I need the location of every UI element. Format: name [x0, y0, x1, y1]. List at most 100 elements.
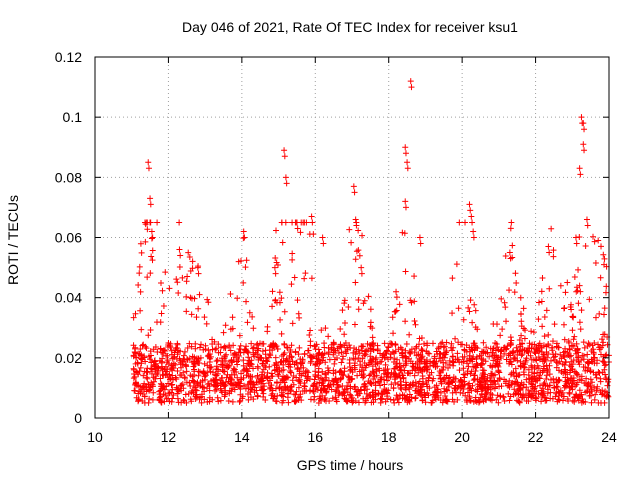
- data-point: [192, 361, 199, 368]
- data-point: [466, 395, 473, 402]
- data-point: [498, 295, 505, 302]
- data-point: [525, 366, 532, 373]
- data-point: [250, 344, 257, 351]
- data-point: [579, 395, 586, 402]
- data-point: [272, 354, 279, 361]
- data-point: [338, 359, 345, 366]
- x-tick-label: 16: [307, 429, 323, 445]
- data-point: [330, 341, 337, 348]
- data-point: [478, 352, 485, 359]
- data-point: [478, 355, 485, 362]
- data-point: [174, 367, 181, 374]
- data-point: [325, 369, 332, 376]
- data-point: [367, 306, 374, 313]
- data-point: [272, 270, 279, 277]
- data-point: [227, 291, 234, 298]
- data-point: [191, 372, 198, 379]
- data-point: [327, 382, 334, 389]
- data-point: [418, 346, 425, 353]
- data-point: [382, 361, 389, 368]
- data-point: [598, 243, 605, 250]
- data-point: [592, 314, 599, 321]
- data-point: [551, 321, 558, 328]
- data-point: [157, 387, 164, 394]
- data-point: [504, 343, 511, 350]
- data-point: [511, 289, 518, 296]
- data-point: [587, 368, 594, 375]
- data-point: [157, 380, 164, 387]
- data-point: [333, 387, 340, 394]
- data-point: [538, 389, 545, 396]
- data-point: [302, 270, 309, 277]
- data-point: [274, 345, 281, 352]
- data-point: [162, 269, 169, 276]
- data-point: [581, 126, 588, 133]
- data-point: [151, 357, 158, 364]
- data-point: [158, 279, 165, 286]
- data-point: [237, 257, 244, 264]
- data-point: [167, 366, 174, 373]
- data-point: [244, 319, 251, 326]
- data-point: [445, 364, 452, 371]
- data-point: [587, 392, 594, 399]
- data-point: [547, 357, 554, 364]
- data-point: [320, 240, 327, 247]
- data-point: [521, 363, 528, 370]
- data-point: [408, 346, 415, 353]
- data-point: [331, 360, 338, 367]
- data-point: [404, 165, 411, 172]
- data-point: [307, 327, 314, 334]
- data-point: [389, 341, 396, 348]
- data-point: [131, 373, 138, 380]
- data-point: [138, 360, 145, 367]
- data-point: [528, 362, 535, 369]
- data-point: [470, 234, 477, 241]
- data-point: [142, 343, 149, 350]
- data-point: [483, 344, 490, 351]
- data-point: [137, 383, 144, 390]
- data-point: [364, 386, 371, 393]
- data-point: [378, 390, 385, 397]
- data-point: [472, 394, 479, 401]
- data-point: [501, 299, 508, 306]
- data-point: [466, 344, 473, 351]
- data-point: [535, 316, 542, 323]
- data-point: [280, 366, 287, 373]
- data-point: [576, 319, 583, 326]
- data-point: [273, 398, 280, 405]
- data-point: [573, 240, 580, 247]
- data-point: [269, 387, 276, 394]
- data-point: [147, 270, 154, 277]
- data-point: [262, 364, 269, 371]
- data-point: [434, 386, 441, 393]
- data-point: [571, 274, 578, 281]
- data-point: [141, 399, 148, 406]
- data-point: [332, 347, 339, 354]
- data-point: [443, 372, 450, 379]
- data-point: [177, 252, 184, 259]
- data-point: [434, 392, 441, 399]
- data-point: [312, 362, 319, 369]
- data-point: [250, 396, 257, 403]
- data-point: [173, 276, 180, 283]
- data-point: [239, 395, 246, 402]
- data-point: [521, 335, 528, 342]
- data-point: [212, 379, 219, 386]
- data-point: [588, 386, 595, 393]
- data-point: [411, 273, 418, 280]
- data-point: [530, 356, 537, 363]
- data-point: [130, 365, 137, 372]
- data-point: [147, 195, 154, 202]
- data-point: [137, 288, 144, 295]
- data-point: [580, 364, 587, 371]
- data-point: [531, 341, 538, 348]
- data-point: [348, 375, 355, 382]
- data-point: [402, 144, 409, 151]
- data-point: [415, 385, 422, 392]
- data-point: [346, 391, 353, 398]
- data-point: [415, 364, 422, 371]
- data-point: [456, 219, 463, 226]
- data-point: [301, 388, 308, 395]
- data-point: [166, 285, 173, 292]
- data-point: [163, 383, 170, 390]
